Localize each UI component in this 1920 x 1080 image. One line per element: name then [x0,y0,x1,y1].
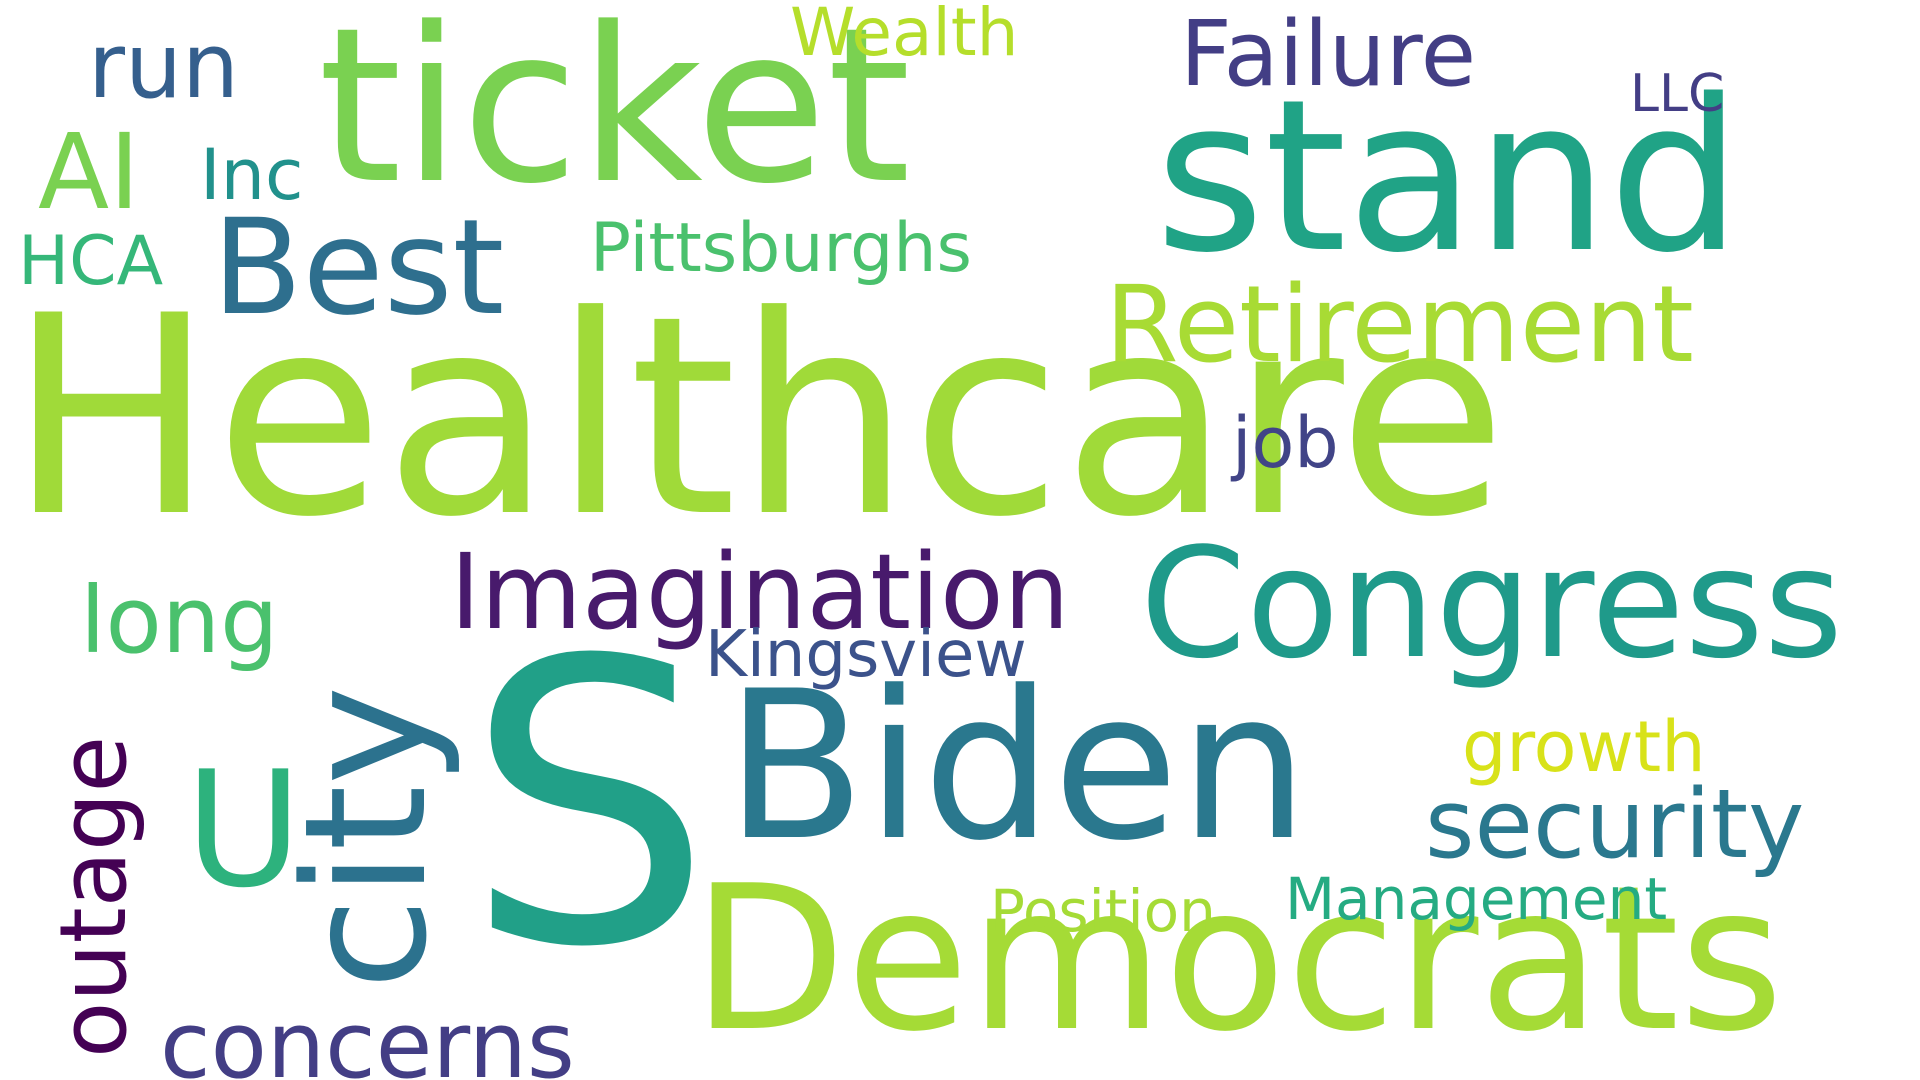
word-city: city [268,685,464,990]
word-management: Management [1285,865,1668,933]
word-inc: Inc [200,134,304,216]
word-wealth: Wealth [790,0,1019,71]
word-biden: Biden [725,648,1309,886]
word-u: U [185,736,303,923]
word-stand: stand [1155,54,1742,299]
word-llc: LLC [1630,64,1725,124]
word-best: Best [212,191,505,345]
word-kingsview: Kingsview [705,618,1027,692]
word-long: long [80,567,279,674]
word-congress: Congress [1140,515,1843,692]
word-democrats: Democrats [692,843,1784,1076]
word-imagination: Imagination [450,531,1070,653]
word-ai: AI [38,111,140,233]
word-security: security [1425,770,1805,880]
word-healthcare: Healthcare [8,257,1507,577]
word-failure: Failure [1180,2,1477,107]
word-concerns: concerns [160,992,575,1080]
word-growth: growth [1462,706,1706,788]
word-s: S [465,578,713,1032]
word-run: run [88,14,240,119]
word-ticket: ticket [318,0,911,231]
word-retirement: Retirement [1105,263,1694,386]
word-position: Position [990,877,1216,945]
word-job: job [1232,402,1339,484]
word-pittsburghs: Pittsburghs [590,209,972,288]
word-outage: outage [40,735,147,1058]
word-hca: HCA [18,222,164,301]
